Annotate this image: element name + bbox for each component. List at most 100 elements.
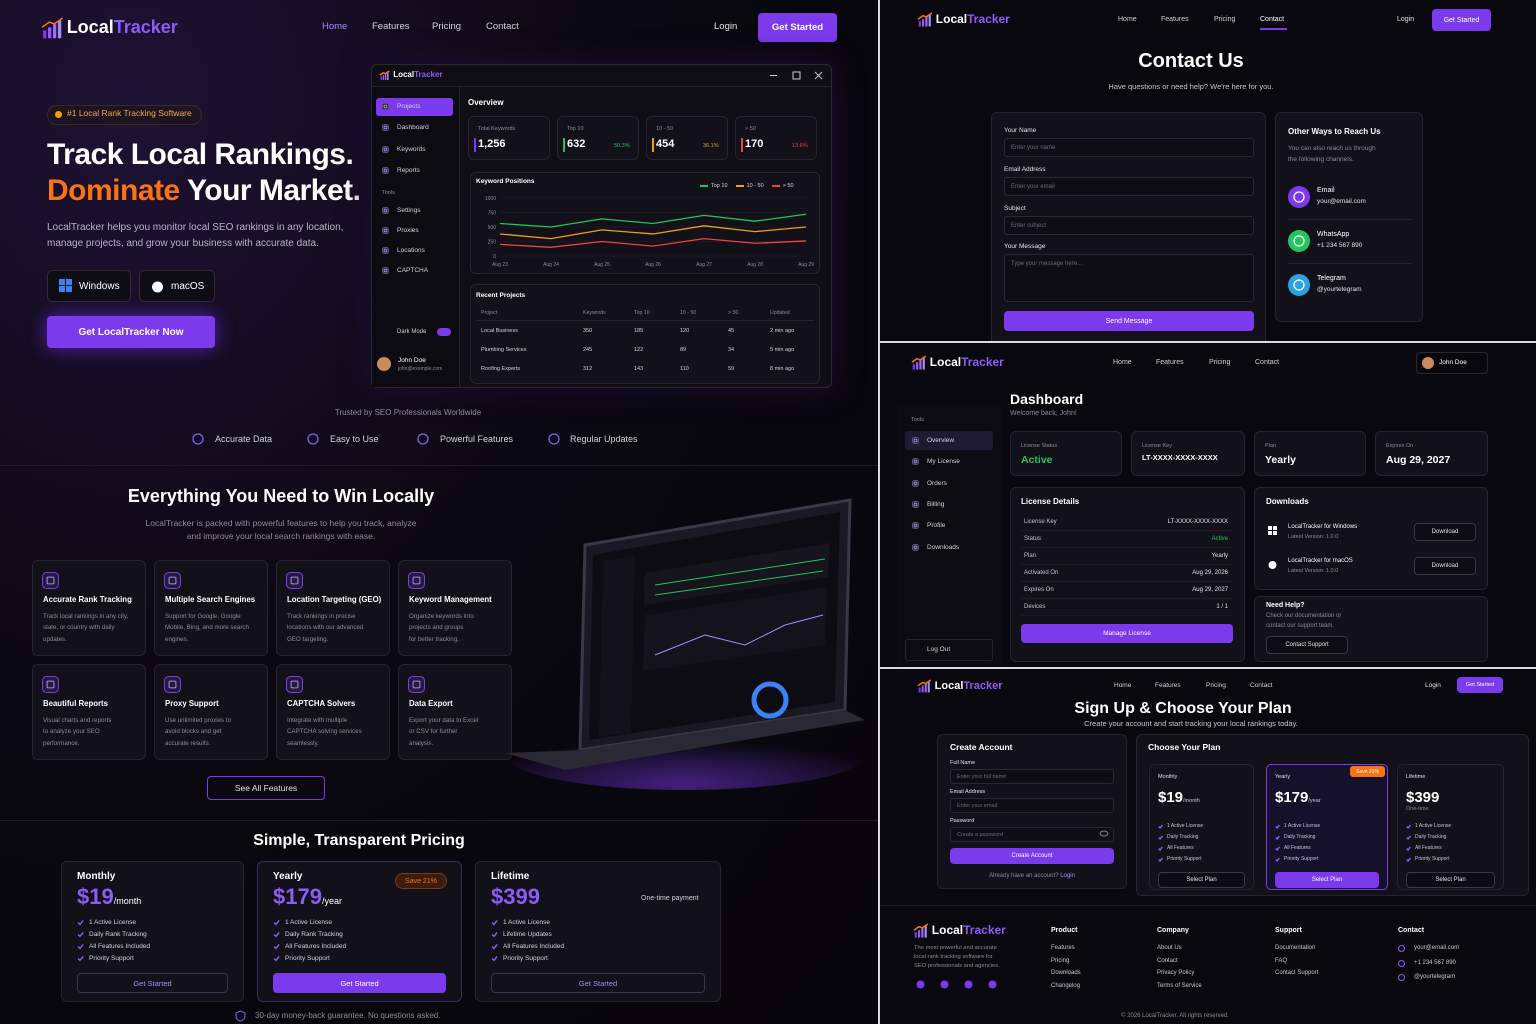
cta-button[interactable]: Get Started: [1432, 9, 1491, 31]
check-icon: [273, 943, 280, 950]
nav-link[interactable]: Pricing: [1206, 682, 1226, 689]
footer-link[interactable]: Downloads: [1051, 970, 1081, 976]
see-features-button[interactable]: See All Features: [207, 776, 325, 800]
logout-link[interactable]: Log Out: [927, 646, 951, 653]
nav-link[interactable]: Features: [372, 21, 410, 32]
nav-link[interactable]: Home: [1113, 359, 1132, 366]
stat-label: > 50: [745, 126, 756, 132]
footer-link[interactable]: Terms of Service: [1157, 982, 1202, 989]
nav-link[interactable]: Contact: [1260, 16, 1285, 23]
decor: [77, 919, 84, 926]
footer-link[interactable]: FAQ: [1275, 957, 1288, 964]
hero-cta[interactable]: Get LocalTracker Now: [47, 316, 215, 348]
footer-link[interactable]: Documentation: [1275, 945, 1316, 951]
nav-link[interactable]: Home: [1114, 682, 1132, 689]
decor: [168, 576, 177, 585]
cta-button[interactable]: Get Started: [758, 13, 837, 42]
decor: [548, 433, 560, 445]
sidebar-item[interactable]: Overview: [927, 437, 955, 444]
footer-link[interactable]: your@email.com: [1414, 945, 1460, 951]
menu-item[interactable]: Locations: [397, 247, 425, 254]
feature-description: analysis.: [409, 739, 434, 747]
decor: [380, 76, 382, 81]
footer-link[interactable]: About Us: [1157, 945, 1182, 951]
input-field[interactable]: Enter your name: [1004, 138, 1254, 157]
send-button[interactable]: Send Message: [1004, 311, 1254, 331]
nav-link[interactable]: Contact: [1250, 682, 1273, 689]
support-button[interactable]: Contact Support: [1266, 636, 1348, 654]
nav-link[interactable]: Features: [1155, 682, 1181, 689]
section-divider: [0, 465, 878, 466]
login-link[interactable]: Login: [1425, 682, 1441, 689]
nav-link[interactable]: Home: [322, 21, 348, 32]
feature-description: for better tracking.: [409, 635, 459, 643]
plan-button[interactable]: Get Started: [273, 973, 446, 993]
toggle[interactable]: [437, 328, 451, 336]
footer-link[interactable]: Changelog: [1051, 982, 1081, 989]
plan-button[interactable]: Get Started: [491, 973, 705, 993]
nav-link[interactable]: Features: [1161, 16, 1189, 23]
menu-item[interactable]: CAPTCHA: [397, 267, 429, 274]
plan-price: $399: [491, 884, 540, 909]
plan-name: Lifetime: [1406, 774, 1426, 780]
plan-feature: All Features: [1167, 845, 1194, 851]
divider: [878, 0, 880, 1024]
separator: [1021, 615, 1233, 616]
select-button[interactable]: Select Plan: [1158, 872, 1245, 888]
sidebar-item[interactable]: Orders: [927, 479, 947, 487]
brand-part: Tracker: [963, 923, 1006, 937]
footer-link[interactable]: Contact Support: [1275, 970, 1319, 976]
nav-link[interactable]: Pricing: [1214, 16, 1236, 23]
nav-link[interactable]: Pricing: [432, 21, 462, 32]
login-link[interactable]: Login: [1397, 16, 1415, 23]
decor: [643, 587, 827, 671]
input-field[interactable]: Enter your full name: [950, 769, 1114, 784]
footer-link[interactable]: Contact: [1157, 957, 1178, 964]
nav-link[interactable]: Features: [1156, 359, 1184, 366]
stat-share: 36.1%: [703, 143, 719, 149]
menu-item[interactable]: Keywords: [397, 145, 426, 153]
select-button[interactable]: Select Plan: [1406, 872, 1495, 888]
platform-button[interactable]: [139, 270, 215, 302]
footer-link[interactable]: Privacy Policy: [1157, 970, 1195, 976]
select-button[interactable]: Select Plan: [1275, 872, 1379, 888]
manage-button[interactable]: Manage License: [1021, 624, 1233, 643]
sidebar-item[interactable]: Profile: [927, 522, 946, 530]
create-button[interactable]: Create Account: [950, 848, 1114, 864]
menu-item[interactable]: Reports: [397, 166, 420, 174]
input-field[interactable]: Enter subject: [1004, 216, 1254, 235]
decor: [382, 145, 389, 153]
menu-item[interactable]: Settings: [397, 207, 421, 214]
footer-link[interactable]: Features: [1051, 945, 1075, 951]
decor: [273, 943, 280, 950]
cta-button[interactable]: Get Started: [1457, 677, 1503, 693]
input-field[interactable]: Create a password: [950, 827, 1114, 842]
menu-item[interactable]: Projects: [397, 103, 421, 110]
user-menu[interactable]: [1416, 352, 1488, 374]
menu-item[interactable]: Proxies: [397, 227, 419, 234]
menu-item[interactable]: Dashboard: [397, 124, 429, 132]
sidebar-item[interactable]: My License: [927, 458, 960, 466]
footer-link[interactable]: Pricing: [1051, 957, 1070, 964]
nav-link[interactable]: Pricing: [1209, 359, 1231, 366]
login-link[interactable]: Login: [714, 21, 738, 32]
logout-box[interactable]: [905, 639, 993, 661]
plan-button[interactable]: Get Started: [77, 973, 228, 993]
nav-link[interactable]: Contact: [1255, 359, 1280, 366]
input-field[interactable]: Type your message here...: [1004, 254, 1254, 302]
nav-link[interactable]: Contact: [486, 21, 519, 32]
sidebar-item[interactable]: Downloads: [927, 543, 960, 551]
input-field[interactable]: Enter your email: [1004, 177, 1254, 196]
input-field[interactable]: Enter your email: [950, 798, 1114, 813]
table-cell: 2 min ago: [770, 328, 795, 334]
stat-label: 10 - 50: [656, 126, 674, 132]
footer-link[interactable]: @yourtelegram: [1414, 974, 1456, 980]
footer-link[interactable]: +1 234 567 890: [1414, 959, 1456, 966]
card-label: Expires On: [1386, 443, 1414, 449]
download-button[interactable]: Download: [1414, 557, 1476, 575]
nav-link[interactable]: Home: [1118, 16, 1137, 23]
decor: [1275, 846, 1280, 851]
detail-label: License Key: [1024, 519, 1057, 525]
download-button[interactable]: Download: [1414, 523, 1476, 541]
sidebar-item[interactable]: Billing: [927, 500, 945, 508]
